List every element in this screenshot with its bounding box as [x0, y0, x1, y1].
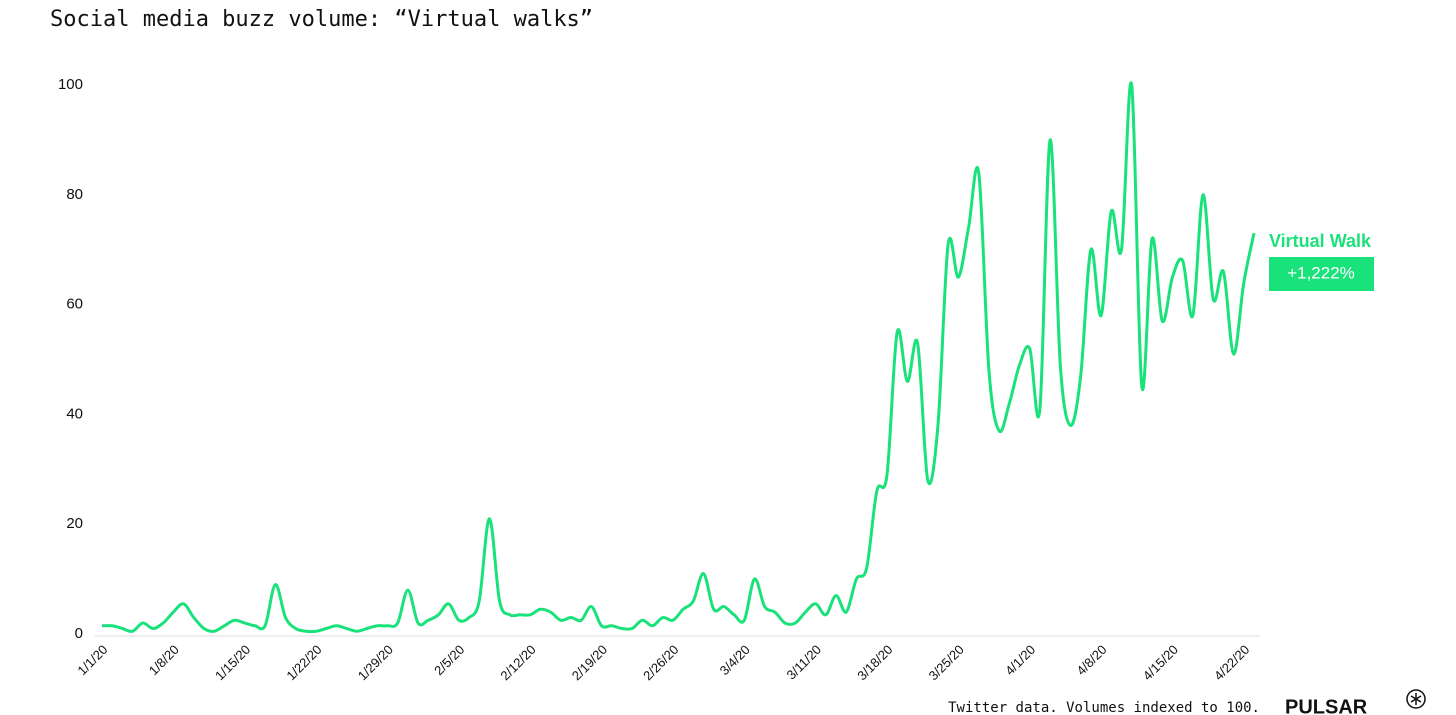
x-tick-label: 1/22/20 — [283, 642, 324, 683]
x-tick-label: 3/25/20 — [926, 642, 967, 683]
x-tick-label: 2/19/20 — [569, 642, 610, 683]
y-tick-label: 100 — [58, 76, 83, 93]
legend-label: Virtual Walk — [1269, 231, 1372, 251]
y-tick-label: 80 — [66, 186, 83, 203]
x-tick-label: 3/11/20 — [784, 642, 825, 683]
annotation-box — [1269, 257, 1374, 291]
x-tick-label: 3/4/20 — [717, 642, 753, 678]
x-tick-label: 4/15/20 — [1140, 642, 1181, 683]
brand-icon — [1406, 689, 1426, 709]
x-tick-label: 1/8/20 — [146, 642, 182, 678]
annotation: +1,222% — [1287, 263, 1355, 282]
brand: PULSAR — [1285, 696, 1368, 715]
y-tick-label: 20 — [66, 515, 83, 532]
x-tick-label: 2/12/20 — [497, 642, 538, 683]
x-tick-label: 4/22/20 — [1211, 642, 1252, 683]
line — [101, 81, 1256, 634]
y-tick-label: 0 — [75, 625, 83, 642]
x-tick-label: 1/1/20 — [74, 642, 110, 678]
x-tick-label: 2/5/20 — [431, 642, 467, 678]
x-tick-label: 4/8/20 — [1073, 642, 1109, 678]
y-tick-label: 40 — [66, 405, 83, 422]
x-tick-label: 1/29/20 — [355, 642, 396, 683]
x-tick-label: 1/15/20 — [212, 642, 253, 683]
y-tick-label: 60 — [66, 296, 83, 313]
x-tick-label: 4/1/20 — [1002, 642, 1038, 678]
chart-title: Social media buzz volume: “Virtual walks… — [50, 7, 593, 32]
footnote: Twitter data. Volumes indexed to 100. — [948, 700, 1260, 715]
x-tick-label: 2/26/20 — [640, 642, 681, 683]
x-tick-label: 3/18/20 — [854, 642, 895, 683]
